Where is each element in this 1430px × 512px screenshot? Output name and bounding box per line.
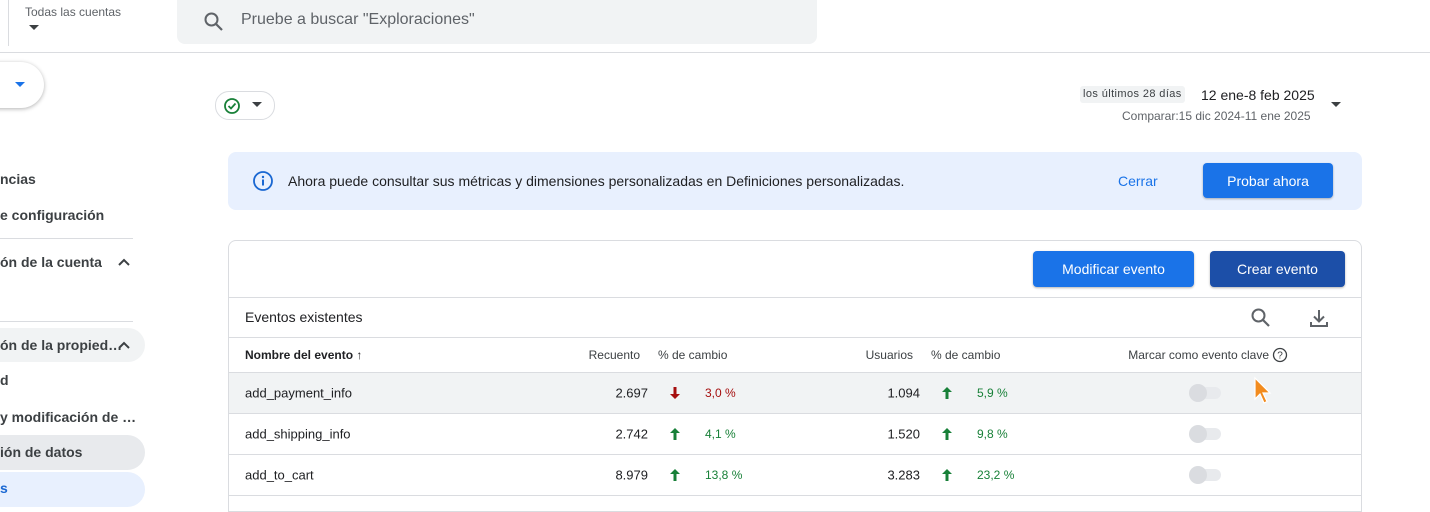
users: 3.283: [887, 467, 920, 483]
nav-item[interactable]: s: [0, 480, 8, 496]
nav-highlight: [0, 435, 145, 470]
date-preset[interactable]: los últimos 28 días: [1080, 86, 1185, 103]
nav-item[interactable]: ión de datos: [0, 444, 83, 460]
trend-arrow: [669, 427, 681, 441]
nav-item[interactable]: y modificación de …: [0, 409, 137, 425]
event-name: add_payment_info: [245, 385, 352, 401]
banner-text: Ahora puede consultar sus métricas y dim…: [288, 173, 905, 189]
divider: [0, 238, 133, 239]
header-border: [0, 52, 1430, 53]
account-label[interactable]: Todas las cuentas: [25, 5, 122, 19]
search-icon[interactable]: [1250, 307, 1272, 329]
chevron-up: [118, 258, 130, 266]
count: 2.697: [615, 385, 648, 401]
column-header[interactable]: Usuarios: [865, 348, 913, 362]
cursor: [1254, 376, 1272, 404]
create-button[interactable]: [0, 62, 44, 108]
count-change: 3,0 %: [705, 386, 736, 400]
count: 8.979: [615, 467, 648, 483]
users: 1.520: [887, 426, 920, 442]
create-event-button[interactable]: Crear evento: [1210, 251, 1345, 287]
key-event-toggle[interactable]: [1188, 383, 1224, 403]
trend-arrow: [941, 386, 953, 400]
try-button[interactable]: Probar ahora: [1203, 163, 1333, 198]
column-header[interactable]: Recuento: [588, 348, 640, 362]
status-chip[interactable]: [215, 91, 275, 120]
column-header[interactable]: % de cambio: [658, 348, 728, 362]
users-change: 23,2 %: [977, 468, 1015, 482]
divider: [229, 337, 1361, 338]
users: 1.094: [887, 385, 920, 401]
event-name: add_shipping_info: [245, 426, 351, 442]
nav-section[interactable]: ón de la propied…: [0, 337, 123, 353]
column-header[interactable]: Nombre del evento ↑: [245, 348, 362, 362]
column-header: Marcar como evento clave: [1128, 348, 1269, 362]
help-icon[interactable]: ?: [1272, 347, 1288, 363]
info-banner: Ahora puede consultar sus métricas y dim…: [228, 152, 1362, 210]
users-change: 5,9 %: [977, 386, 1008, 400]
search-placeholder: Pruebe a buscar "Exploraciones": [241, 11, 475, 28]
download-icon[interactable]: [1308, 307, 1330, 329]
divider: [229, 297, 1361, 298]
column-header[interactable]: % de cambio: [931, 348, 1001, 362]
column-label: Nombre del evento: [245, 348, 354, 362]
key-event-toggle[interactable]: [1188, 424, 1224, 444]
close-link[interactable]: Cerrar: [1118, 173, 1158, 189]
divider: [8, 0, 9, 46]
key-event-toggle[interactable]: [1188, 465, 1224, 485]
trend-arrow: [941, 427, 953, 441]
check-icon: [224, 98, 240, 114]
trend-arrow: [669, 386, 681, 400]
date-range[interactable]: 12 ene-8 feb 2025: [1201, 87, 1315, 103]
count-change: 13,8 %: [705, 468, 743, 482]
account-caret[interactable]: [28, 24, 40, 32]
chevron-up: [118, 341, 130, 349]
table-title: Eventos existentes: [245, 309, 363, 325]
date-compare: Comparar:15 dic 2024-11 ene 2025: [1122, 109, 1311, 123]
trend-arrow: [941, 468, 953, 482]
nav-item[interactable]: e configuración: [0, 207, 105, 223]
users-change: 9,8 %: [977, 427, 1008, 441]
nav-item[interactable]: ncias: [0, 171, 36, 187]
event-name: add_to_cart: [245, 467, 314, 483]
nav-section[interactable]: ón de la cuenta: [0, 254, 102, 270]
search-icon: [204, 12, 223, 31]
caret: [252, 102, 262, 107]
caret: [15, 82, 25, 87]
svg-text:?: ?: [1277, 351, 1283, 362]
nav-item[interactable]: d: [0, 372, 9, 388]
table-row[interactable]: [229, 414, 1361, 455]
modify-button[interactable]: Modificar evento: [1033, 251, 1194, 287]
search-box[interactable]: Pruebe a buscar "Exploraciones": [177, 0, 817, 44]
count: 2.742: [615, 426, 648, 442]
divider: [0, 321, 133, 322]
sort-arrow: ↑: [356, 348, 363, 362]
divider: [229, 372, 1361, 373]
table-row[interactable]: [229, 373, 1361, 414]
info-icon: [253, 171, 273, 191]
trend-arrow: [669, 468, 681, 482]
nav-selected: [0, 472, 145, 507]
count-change: 4,1 %: [705, 427, 736, 441]
caret[interactable]: [1331, 102, 1341, 108]
